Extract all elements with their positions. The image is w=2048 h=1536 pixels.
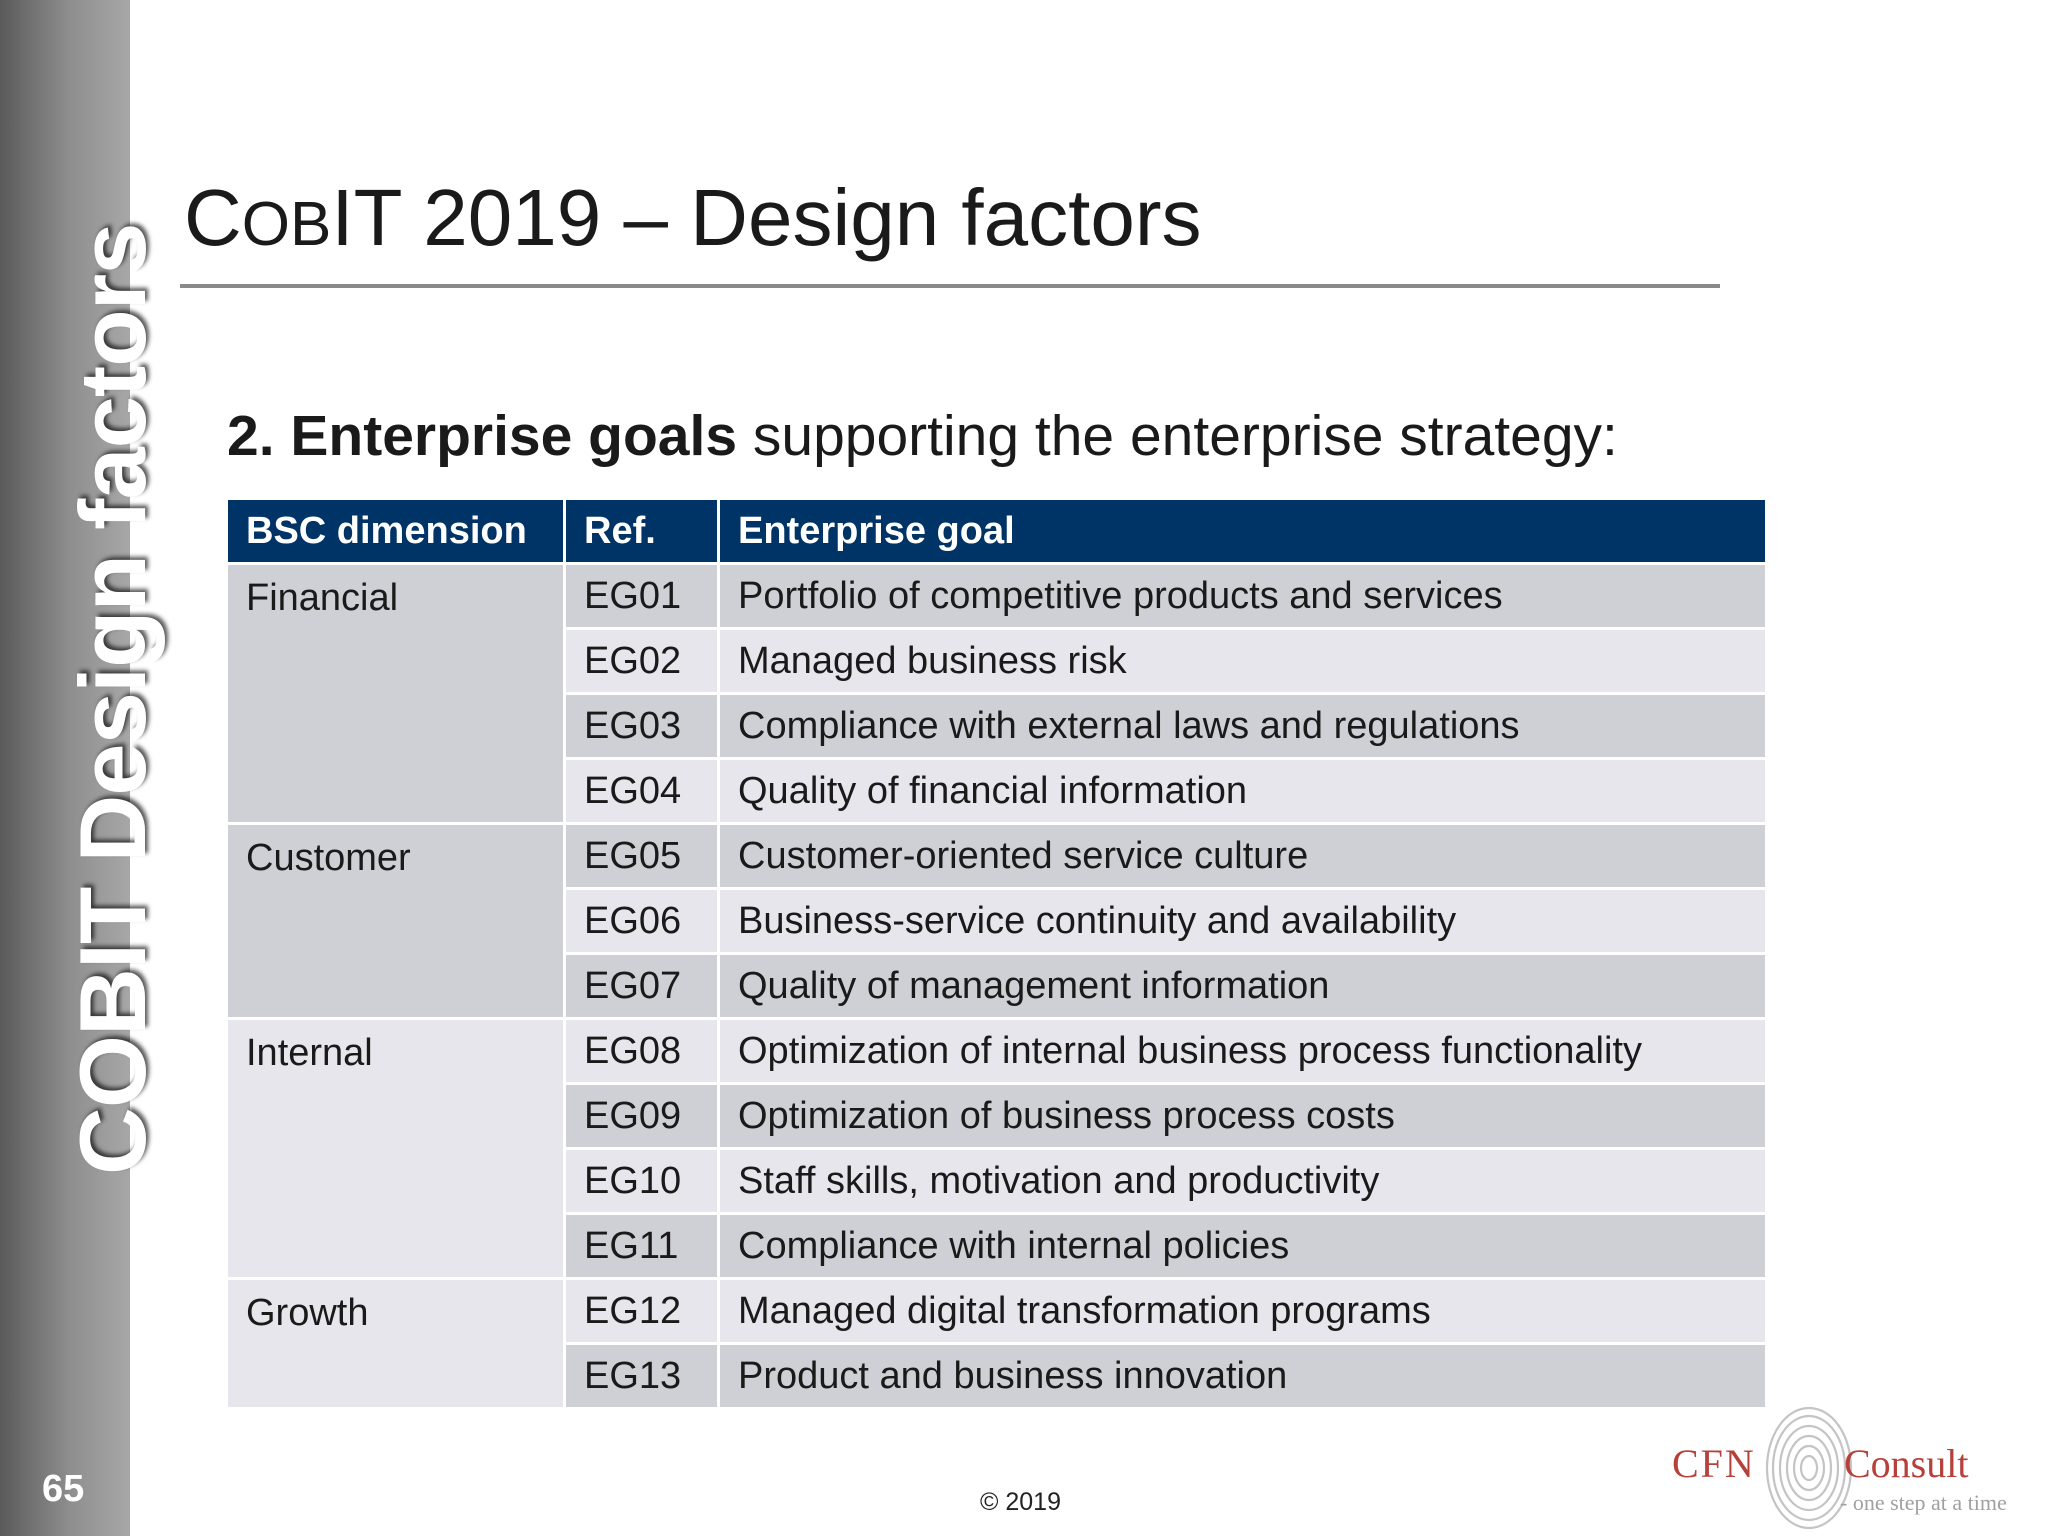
ref-cell: EG11 — [563, 1212, 720, 1280]
logo-tagline: - one step at a time — [1840, 1490, 2007, 1515]
ref-cell: EG05 — [563, 822, 720, 890]
title-part-ob: OB — [241, 190, 332, 259]
title-part-c: C — [184, 173, 242, 262]
fingerprint-icon — [1765, 1406, 1853, 1530]
ref-cell: EG07 — [563, 952, 720, 1020]
goal-cell: Customer-oriented service culture — [717, 822, 1768, 890]
goal-cell: Quality of financial information — [717, 757, 1768, 825]
dimension-cell: Internal — [225, 1017, 566, 1280]
table-header-row: BSC dimension Ref. Enterprise goal — [225, 497, 1768, 565]
header-ref: Ref. — [563, 497, 720, 565]
ref-cell: EG02 — [563, 627, 720, 695]
footer-copyright: © 2019 — [980, 1488, 1061, 1516]
goal-cell: Compliance with external laws and regula… — [717, 692, 1768, 760]
sidebar-title: COBIT Design factors — [60, 223, 165, 1176]
table-row: EG11 Compliance with internal policies — [227, 1212, 1768, 1280]
table-row: Financial EG01 Portfolio of competitive … — [225, 562, 1768, 825]
table-row: EG04 Quality of financial information — [227, 757, 1768, 825]
ref-cell: EG04 — [563, 757, 720, 825]
ref-cell: EG06 — [563, 887, 720, 955]
goal-cell: Optimization of internal business proces… — [717, 1017, 1768, 1085]
logo-consult-text: Consult — [1844, 1441, 1969, 1486]
title-divider — [180, 284, 1720, 288]
ref-cell: EG10 — [563, 1147, 720, 1215]
dimension-cell: Financial — [225, 562, 566, 825]
goal-cell: Staff skills, motivation and productivit… — [717, 1147, 1768, 1215]
sidebar: COBIT Design factors 65 — [0, 0, 165, 1536]
enterprise-goals-table: BSC dimension Ref. Enterprise goal Finan… — [225, 497, 1768, 1410]
ref-cell: EG03 — [563, 692, 720, 760]
table-row: EG06 Business-service continuity and ava… — [227, 887, 1768, 955]
subtitle-bold: 2. Enterprise goals — [227, 404, 738, 468]
goal-cell: Quality of management information — [717, 952, 1768, 1020]
table-row: Growth EG12 Managed digital transformati… — [225, 1277, 1768, 1410]
logo-cfn-text: CFN — [1672, 1441, 1756, 1486]
table-row: Customer EG05 Customer-oriented service … — [225, 822, 1768, 1020]
ref-cell: EG13 — [563, 1342, 720, 1410]
goal-cell: Portfolio of competitive products and se… — [717, 562, 1768, 630]
table-row: EG02 Managed business risk — [227, 627, 1768, 695]
company-logo: CFN Consult - one step at a time — [1668, 1400, 2028, 1530]
table-row: EG13 Product and business innovation — [227, 1342, 1768, 1410]
table-row: EG10 Staff skills, motivation and produc… — [227, 1147, 1768, 1215]
goal-cell: Optimization of business process costs — [717, 1082, 1768, 1150]
ref-cell: EG01 — [563, 562, 720, 630]
goal-cell: Product and business innovation — [717, 1342, 1768, 1410]
page-title: COBIT 2019 – Design factors — [184, 178, 1202, 258]
subtitle-rest: supporting the enterprise strategy: — [737, 404, 1618, 468]
table-row: EG07 Quality of management information — [227, 952, 1768, 1020]
header-bsc-dimension: BSC dimension — [225, 497, 566, 565]
table-row: EG03 Compliance with external laws and r… — [227, 692, 1768, 760]
ref-cell: EG12 — [563, 1277, 720, 1345]
dimension-cell: Customer — [225, 822, 566, 1020]
dimension-cell: Growth — [225, 1277, 566, 1410]
ref-cell: EG09 — [563, 1082, 720, 1150]
goal-cell: Business-service continuity and availabi… — [717, 887, 1768, 955]
goal-cell: Managed digital transformation programs — [717, 1277, 1768, 1345]
page-number: 65 — [42, 1468, 85, 1510]
goal-cell: Managed business risk — [717, 627, 1768, 695]
goal-cell: Compliance with internal policies — [717, 1212, 1768, 1280]
title-part-rest: T 2019 – Design factors — [353, 173, 1202, 262]
title-part-i: I — [331, 173, 354, 262]
ref-cell: EG08 — [563, 1017, 720, 1085]
header-enterprise-goal: Enterprise goal — [717, 497, 1768, 565]
section-subtitle: 2. Enterprise goals supporting the enter… — [227, 408, 1618, 465]
table-row: EG09 Optimization of business process co… — [227, 1082, 1768, 1150]
table-row: Internal EG08 Optimization of internal b… — [225, 1017, 1768, 1280]
